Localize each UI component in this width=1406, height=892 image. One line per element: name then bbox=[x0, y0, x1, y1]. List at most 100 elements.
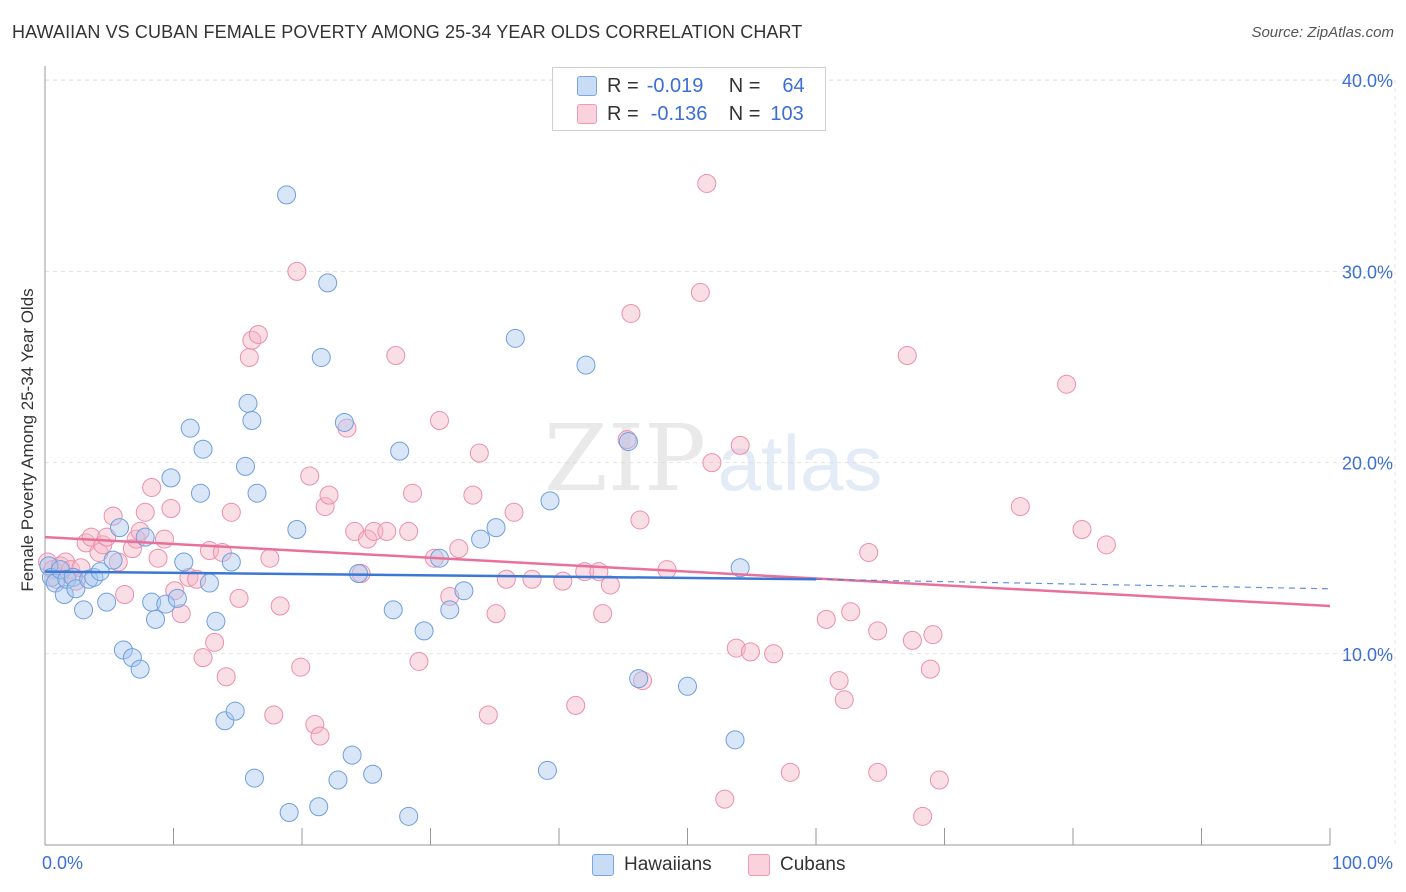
cubans-point bbox=[358, 529, 378, 549]
cubans-point bbox=[913, 806, 933, 826]
cubans-point bbox=[130, 521, 150, 541]
hawaiians-point bbox=[167, 588, 187, 608]
cubans-point bbox=[593, 604, 613, 624]
hawaiians-point bbox=[130, 659, 150, 679]
hawaiians-point bbox=[318, 273, 338, 293]
cubans-point bbox=[920, 659, 940, 679]
cubans-point bbox=[897, 346, 917, 366]
correlation-legend: R = -0.019 N = 64 R = -0.136 N = 103 bbox=[552, 67, 826, 131]
r-label: R = bbox=[607, 74, 639, 97]
hawaiians-point bbox=[97, 592, 117, 612]
cubans-swatch bbox=[577, 104, 597, 124]
watermark: ZIP atlas bbox=[544, 405, 882, 512]
y-tick-label: 20.0% bbox=[1342, 454, 1393, 474]
hawaiians-point bbox=[537, 760, 557, 780]
cubans-point bbox=[566, 695, 586, 715]
hawaiians-point bbox=[74, 600, 94, 620]
cubans-point bbox=[816, 609, 836, 629]
cubans-point bbox=[187, 569, 207, 589]
hawaiians-point bbox=[454, 581, 474, 601]
watermark-zip: ZIP bbox=[544, 405, 706, 512]
axes bbox=[44, 66, 1331, 846]
hawaiians-point bbox=[277, 185, 297, 205]
cubans-point bbox=[630, 510, 650, 530]
cubans-point bbox=[697, 173, 717, 193]
cubans-point bbox=[1010, 497, 1030, 517]
cubans-point bbox=[902, 630, 922, 650]
hawaiians-point bbox=[576, 355, 596, 375]
n-value: 103 bbox=[770, 102, 804, 125]
cubans-point bbox=[469, 443, 489, 463]
cubans-point bbox=[122, 539, 142, 559]
cubans-point bbox=[287, 261, 307, 281]
cubans-point bbox=[740, 642, 760, 662]
hawaiians-point bbox=[618, 432, 638, 452]
cubans-point bbox=[429, 411, 449, 431]
cubans-point bbox=[229, 588, 249, 608]
cubans-point bbox=[148, 548, 168, 568]
cubans-point bbox=[115, 585, 135, 605]
cubans-point bbox=[1057, 374, 1077, 394]
legend-row-cubans: R = -0.136 N = 103 bbox=[577, 101, 804, 127]
r-value: -0.019 bbox=[646, 74, 704, 97]
cubans-point bbox=[478, 705, 498, 725]
y-tick-label: 40.0% bbox=[1342, 71, 1393, 91]
hawaiians-point bbox=[238, 393, 258, 413]
hawaiians-legend-swatch bbox=[592, 854, 614, 876]
hawaiians-point bbox=[730, 558, 750, 578]
hawaiians-point bbox=[161, 468, 181, 488]
hawaiians-point bbox=[199, 573, 219, 593]
hawaiians-point bbox=[242, 411, 262, 431]
cubans-point bbox=[834, 690, 854, 710]
cubans-point bbox=[463, 485, 483, 505]
cubans-point bbox=[868, 621, 888, 641]
r-label: R = bbox=[607, 102, 639, 125]
hawaiians-point bbox=[156, 594, 176, 614]
cubans-point bbox=[702, 453, 722, 473]
x-tick-label: 100.0% bbox=[1332, 853, 1393, 873]
hawaiians-point bbox=[440, 600, 460, 620]
cubans-point bbox=[300, 466, 320, 486]
cubans-legend-swatch bbox=[748, 854, 770, 876]
hawaiians-point bbox=[122, 648, 142, 668]
hawaiians-point bbox=[225, 701, 245, 721]
cubans-point bbox=[291, 657, 311, 677]
hawaiians-point bbox=[328, 770, 348, 790]
cubans-point bbox=[270, 596, 290, 616]
cubans-point bbox=[315, 497, 335, 517]
cubans-point bbox=[522, 569, 542, 589]
hawaiians-point bbox=[486, 518, 506, 538]
cubans-point bbox=[409, 651, 429, 671]
hawaiians-point bbox=[193, 439, 213, 459]
r-value: -0.136 bbox=[650, 102, 708, 125]
n-label: N = bbox=[728, 102, 761, 125]
cubans-point bbox=[135, 502, 155, 522]
hawaiians-point bbox=[309, 797, 329, 817]
cubans-point bbox=[260, 548, 280, 568]
hawaiians-point bbox=[540, 491, 560, 511]
cubans-trend-line bbox=[44, 535, 1331, 608]
hawaiians-point bbox=[190, 483, 210, 503]
hawaiians-points bbox=[39, 185, 750, 826]
cubans-point bbox=[841, 602, 861, 622]
cubans-point bbox=[171, 604, 191, 624]
cubans-point bbox=[553, 571, 573, 591]
cubans-point bbox=[221, 502, 241, 522]
cubans-point bbox=[399, 521, 419, 541]
cubans-point bbox=[165, 581, 185, 601]
cubans-legend-label: Cubans bbox=[780, 854, 846, 875]
hawaiians-point bbox=[279, 802, 299, 822]
cubans-point bbox=[829, 671, 849, 691]
cubans-point bbox=[621, 303, 641, 323]
cubans-point bbox=[216, 667, 236, 687]
hawaiians-point bbox=[66, 579, 86, 599]
hawaiians-trend-extension bbox=[815, 578, 1331, 590]
hawaiians-point bbox=[390, 441, 410, 461]
hawaiians-point bbox=[39, 556, 59, 576]
hawaiians-point bbox=[206, 611, 226, 631]
hawaiians-point bbox=[363, 764, 383, 784]
cubans-point bbox=[440, 586, 460, 606]
cubans-point bbox=[103, 506, 123, 526]
hawaiians-point bbox=[311, 347, 331, 367]
